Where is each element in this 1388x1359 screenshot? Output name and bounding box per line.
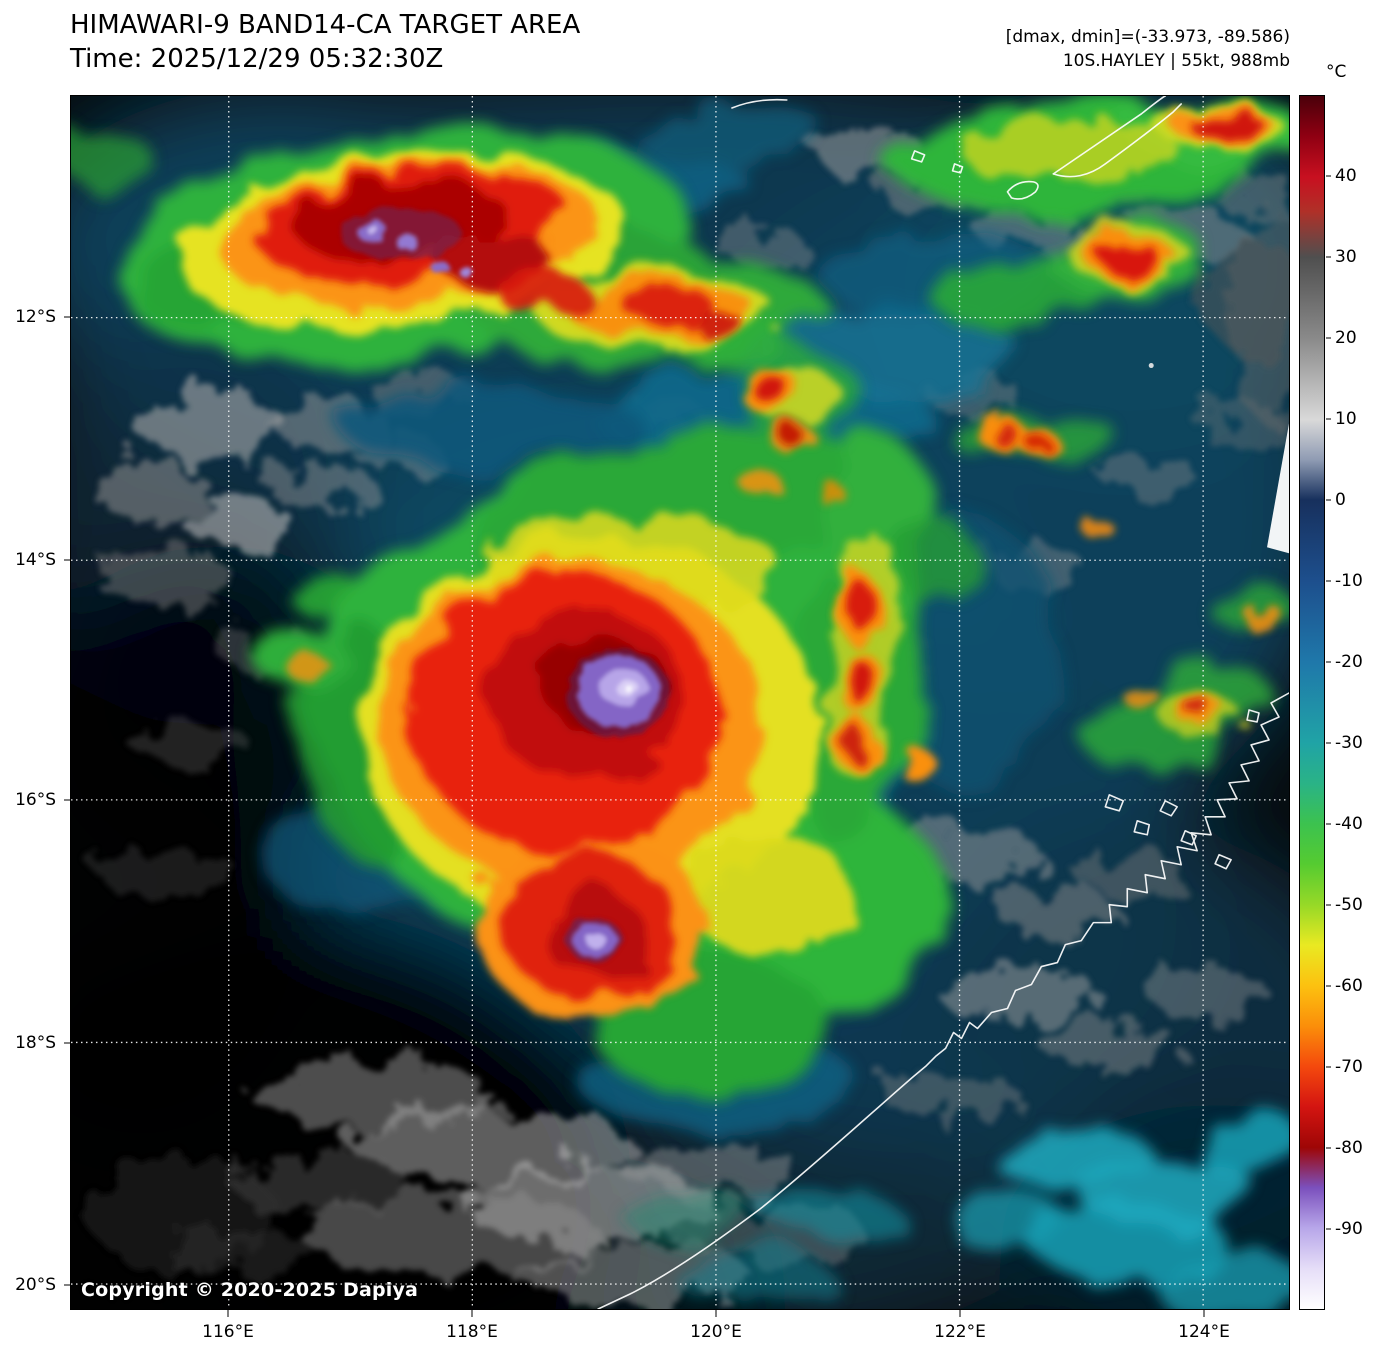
colorbar-tick-mark bbox=[1326, 175, 1331, 177]
lon-tick-label: 118°E bbox=[446, 1322, 498, 1342]
copyright-watermark: Copyright © 2020-2025 Dapiya bbox=[81, 1279, 419, 1301]
colorbar-tick-label: -40 bbox=[1335, 814, 1363, 834]
lon-axis: 116°E 118°E 120°E 122°E 124°E bbox=[70, 1310, 1290, 1355]
colorbar-tick-mark bbox=[1326, 904, 1331, 906]
colorbar-tick-label: -90 bbox=[1335, 1219, 1363, 1239]
timestamp: Time: 2025/12/29 05:32:30Z bbox=[70, 44, 444, 74]
colorbar-tick-mark bbox=[1326, 418, 1331, 420]
colorbar-tick-mark bbox=[1326, 499, 1331, 501]
colorbar-tick-label: -10 bbox=[1335, 571, 1363, 591]
colorbar-tick-label: -70 bbox=[1335, 1057, 1363, 1077]
colorbar-tick-label: 40 bbox=[1335, 166, 1357, 186]
lon-tick-label: 120°E bbox=[690, 1322, 742, 1342]
lat-tick-mark bbox=[64, 559, 71, 561]
colorbar-tick-mark bbox=[1326, 580, 1331, 582]
colorbar-tick-label: -20 bbox=[1335, 652, 1363, 672]
colorbar-tick-label: -60 bbox=[1335, 976, 1363, 996]
lat-tick-mark bbox=[64, 799, 71, 801]
colorbar-tick-mark bbox=[1326, 1066, 1331, 1068]
satellite-map: Copyright © 2020-2025 Dapiya bbox=[70, 95, 1290, 1310]
lat-tick-mark bbox=[64, 1284, 71, 1286]
lat-tick-label: 16°S bbox=[15, 789, 56, 810]
colorbar-tick-label: -30 bbox=[1335, 733, 1363, 753]
colorbar-tick-label: 30 bbox=[1335, 247, 1357, 267]
colorbar-tick-mark bbox=[1326, 337, 1331, 339]
lat-tick-label: 14°S bbox=[15, 549, 56, 570]
grid-lines bbox=[71, 96, 1289, 1309]
colorbar-tick-label: 20 bbox=[1335, 328, 1357, 348]
colorbar-gradient bbox=[1299, 95, 1325, 1310]
colorbar-tick-label: 0 bbox=[1335, 490, 1346, 510]
convection-red-layer bbox=[261, 111, 1263, 999]
colorbar-tick-label: -80 bbox=[1335, 1138, 1363, 1158]
coastline bbox=[597, 96, 1289, 1309]
storm-info: 10S.HAYLEY | 55kt, 988mb bbox=[1062, 50, 1290, 71]
lon-tick-mark bbox=[471, 1310, 473, 1317]
lat-tick-label: 18°S bbox=[15, 1032, 56, 1053]
dmax-dmin-readout: [dmax, dmin]=(-33.973, -89.586) bbox=[1005, 27, 1290, 47]
lon-tick-mark bbox=[715, 1310, 717, 1317]
lat-axis: 12°S 14°S 16°S 18°S 20°S bbox=[0, 95, 71, 1310]
header-info: [dmax, dmin]=(-33.973, -89.586) 10S.HAYL… bbox=[1006, 26, 1290, 74]
colorbar-tick-labels: 40 30 20 10 0 -10 -20 -30 -40 -50 -60 -70 -80 -90 bbox=[1335, 95, 1387, 1310]
bright-speck bbox=[1148, 363, 1154, 369]
lon-tick-mark bbox=[959, 1310, 961, 1317]
lon-tick-mark bbox=[227, 1310, 229, 1317]
colorbar-unit: °C bbox=[1326, 62, 1347, 82]
lat-tick-mark bbox=[64, 1042, 71, 1044]
colorbar-tick-mark bbox=[1326, 256, 1331, 258]
colorbar-tick-mark bbox=[1326, 661, 1331, 663]
cyclone-cold-core bbox=[338, 207, 671, 962]
lat-tick-label: 20°S bbox=[15, 1274, 56, 1295]
colorbar-tick-label: -50 bbox=[1335, 895, 1363, 915]
colorbar-tick-mark bbox=[1326, 823, 1331, 825]
colorbar-tick-mark bbox=[1326, 1228, 1331, 1230]
colorbar-tick-mark bbox=[1326, 742, 1331, 744]
lon-tick-mark bbox=[1203, 1310, 1205, 1317]
scan-edge bbox=[1267, 423, 1289, 554]
lon-tick-label: 124°E bbox=[1178, 1322, 1230, 1342]
satellite-image bbox=[71, 96, 1289, 1309]
colorbar-tick-label: 10 bbox=[1335, 409, 1357, 429]
colorbar-tick-mark bbox=[1326, 985, 1331, 987]
lon-tick-label: 122°E bbox=[934, 1322, 986, 1342]
lat-tick-label: 12°S bbox=[15, 306, 56, 327]
page-title: HIMAWARI-9 BAND14-CA TARGET AREA bbox=[70, 10, 581, 40]
lat-tick-mark bbox=[64, 316, 71, 318]
lon-tick-label: 116°E bbox=[202, 1322, 254, 1342]
colorbar-tick-mark bbox=[1326, 1147, 1331, 1149]
colorbar-tick-marks bbox=[1326, 95, 1331, 1310]
